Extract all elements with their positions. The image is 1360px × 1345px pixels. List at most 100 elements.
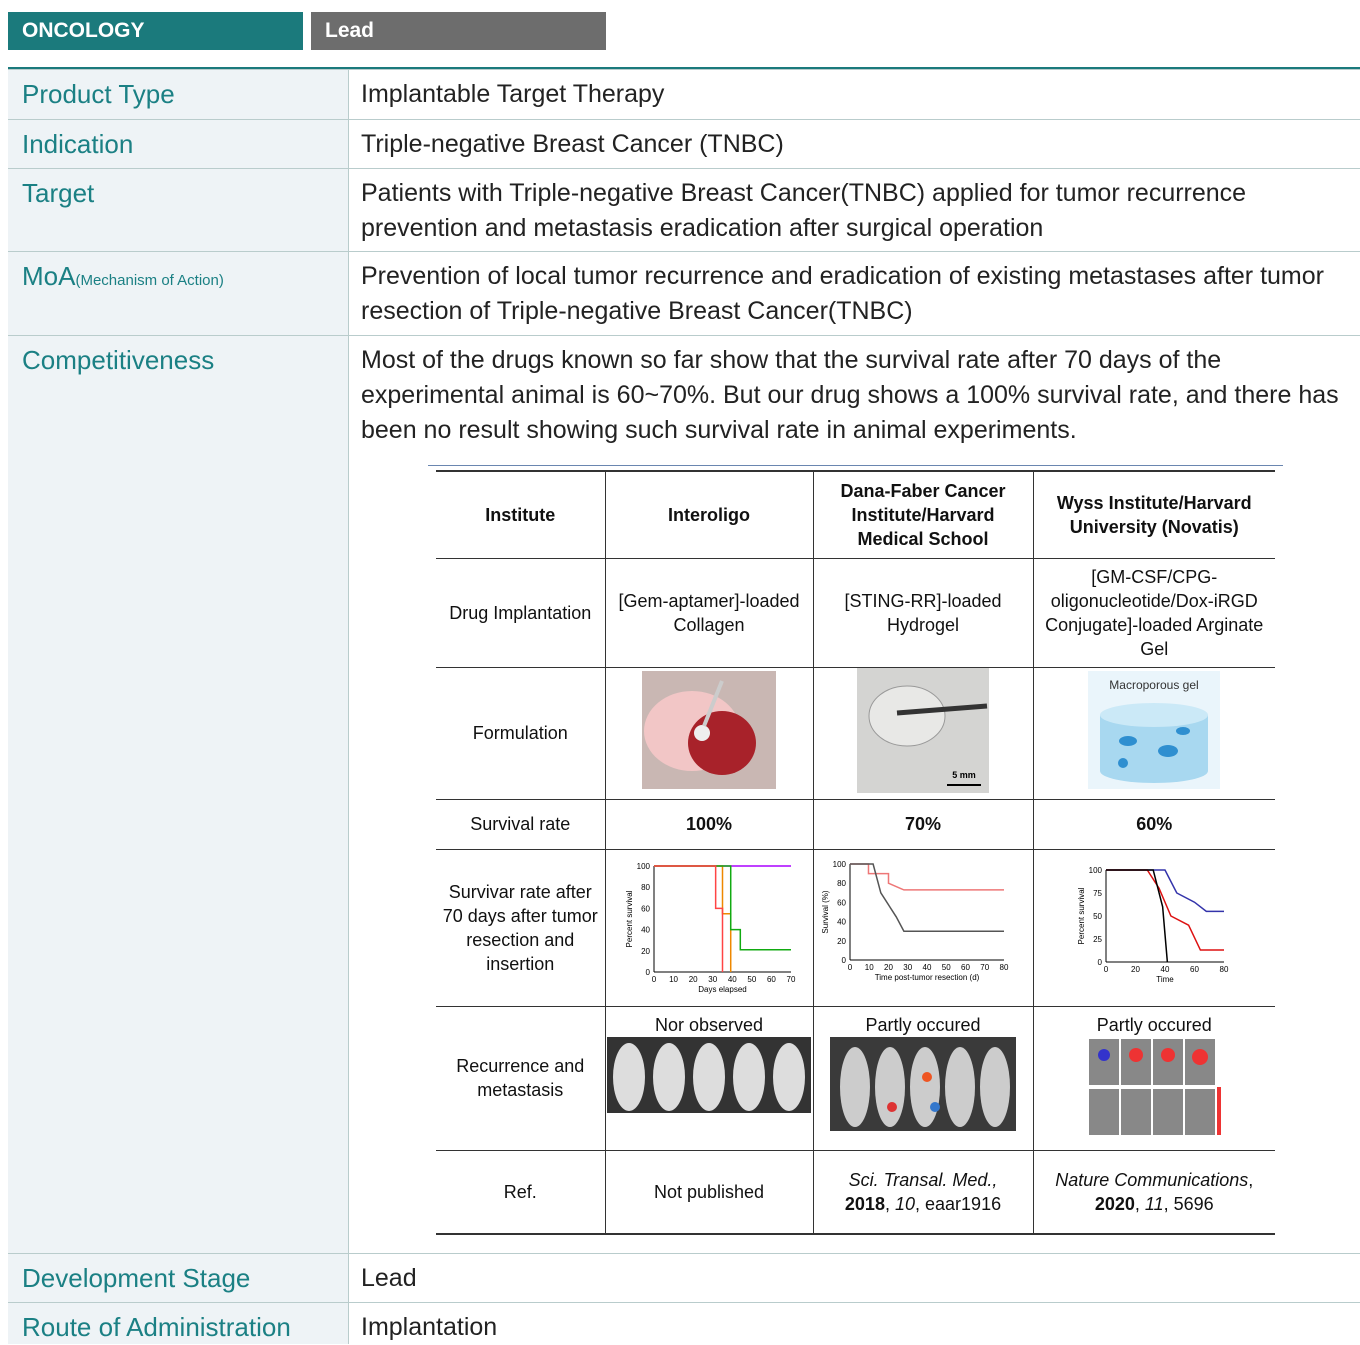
table-row: Product Type Implantable Target Therapy bbox=[8, 69, 1360, 120]
photo bbox=[607, 1036, 811, 1113]
cell: Institute bbox=[436, 470, 606, 559]
photo: 5 mm bbox=[857, 667, 989, 793]
y-tick-label: 40 bbox=[641, 925, 650, 934]
label-text: Product Type bbox=[22, 79, 175, 109]
row-value: Lead bbox=[361, 1264, 417, 1292]
x-tick-label: 40 bbox=[1161, 965, 1170, 974]
volume: 10 bbox=[894, 1193, 916, 1214]
x-tick-label: 10 bbox=[669, 975, 678, 984]
category-tag: ONCOLOGY bbox=[8, 12, 303, 50]
article: , 5696 bbox=[1163, 1193, 1214, 1214]
cell: 70% bbox=[813, 798, 1034, 850]
cell: Not published bbox=[605, 1149, 814, 1235]
x-tick-label: 60 bbox=[767, 975, 776, 984]
caption: Partly occured bbox=[1096, 1014, 1212, 1035]
cell: Survival rate bbox=[436, 798, 606, 850]
mini-chart: 0 20 40 60 80 100 0 10 20 30 40 50 60 70 80 Time post-t… bbox=[821, 860, 1009, 982]
year: 2018 bbox=[844, 1193, 885, 1214]
cell: Partly occured bbox=[1033, 1005, 1275, 1151]
x-tick-label: 60 bbox=[961, 963, 970, 972]
cell: Dana-Faber Cancer Institute/Harvard Medi… bbox=[813, 470, 1034, 559]
photo: Macroporous gel bbox=[1088, 671, 1221, 789]
cell: [STING-RR]-loaded Hydrogel bbox=[813, 557, 1034, 668]
y-tick-label: 20 bbox=[641, 946, 650, 955]
y-tick-label: 75 bbox=[1093, 889, 1102, 898]
x-tick-label: 40 bbox=[728, 975, 737, 984]
cell: Nor observed bbox=[605, 1005, 814, 1151]
scale-label: 5 mm bbox=[952, 770, 976, 780]
y-tick-label: 100 bbox=[1089, 866, 1103, 875]
cell: 60% bbox=[1033, 798, 1275, 850]
cell: 0 20 40 60 80 100 0 10 20 30 40 50 60 70 Days elapsed P… bbox=[605, 848, 814, 1007]
cell: Interoligo bbox=[605, 470, 814, 559]
row-label: Indication bbox=[8, 120, 349, 169]
x-tick-label: 80 bbox=[1220, 965, 1229, 974]
row-value: Prevention of local tumor recurrence and… bbox=[361, 262, 1324, 325]
x-tick-label: 70 bbox=[980, 963, 989, 972]
y-tick-label: 0 bbox=[842, 956, 847, 965]
curve bbox=[1106, 868, 1169, 962]
y-tick-label: 60 bbox=[837, 898, 846, 907]
table-row: MoA(Mechanism of Action) Prevention of lo… bbox=[8, 251, 1360, 336]
curve bbox=[654, 864, 724, 972]
x-tick-label: 20 bbox=[1131, 965, 1140, 974]
label-text: Indication bbox=[22, 129, 134, 159]
row-label: MoA(Mechanism of Action) bbox=[8, 252, 349, 336]
x-tick-label: 30 bbox=[708, 975, 717, 984]
row-value: Most of the drugs known so far show that… bbox=[361, 346, 1339, 444]
cell: Wyss Institute/Harvard University (Novat… bbox=[1033, 470, 1275, 559]
cell: Sci. Transal. Med., 2018, 10, eaar1916 bbox=[813, 1149, 1034, 1235]
cell: Drug Implantation bbox=[436, 557, 606, 668]
table-top bbox=[8, 67, 1360, 69]
y-axis-label: Percent survival bbox=[1077, 887, 1086, 944]
label-sub: (Mechanism of Action) bbox=[75, 272, 224, 289]
row-label: Competitiveness bbox=[8, 336, 349, 1254]
label-text: MoA bbox=[22, 261, 76, 291]
curve bbox=[850, 862, 1004, 891]
table-row: Indication Triple-negative Breast Cancer … bbox=[8, 119, 1360, 169]
x-axis-label: Days elapsed bbox=[698, 985, 746, 994]
cell: Recurrence and metastasis bbox=[436, 1005, 606, 1151]
journal: Nature Communications bbox=[1055, 1169, 1249, 1190]
x-tick-label: 10 bbox=[865, 963, 874, 972]
row-label: Target bbox=[8, 169, 349, 252]
mini-chart: 0 25 50 75 100 0 20 40 60 80 Time Percent survival bbox=[1077, 866, 1229, 984]
x-tick-label: 30 bbox=[903, 963, 912, 972]
y-tick-label: 0 bbox=[646, 968, 651, 977]
sep: , bbox=[884, 1193, 890, 1214]
y-tick-label: 50 bbox=[1093, 912, 1102, 921]
cell: 5 mm bbox=[813, 666, 1034, 800]
y-axis-label: Survival (%) bbox=[821, 890, 830, 933]
cell: 100% bbox=[605, 798, 814, 850]
label-text: Development Stage bbox=[22, 1263, 251, 1293]
x-tick-label: 50 bbox=[942, 963, 951, 972]
x-tick-label: 20 bbox=[884, 963, 893, 972]
stage-tag: Lead bbox=[311, 12, 606, 50]
x-tick-label: 60 bbox=[1190, 965, 1199, 974]
x-tick-label: 0 bbox=[1104, 965, 1109, 974]
y-axis-label: Percent survival bbox=[625, 890, 634, 947]
volume: 11 bbox=[1144, 1193, 1164, 1214]
photo bbox=[642, 671, 776, 789]
table-row: Target Patients with Triple-negative Brea… bbox=[8, 168, 1360, 252]
rule bbox=[428, 465, 1283, 466]
x-tick-label: 80 bbox=[1000, 963, 1009, 972]
mini-chart: 0 20 40 60 80 100 0 10 20 30 40 50 60 70 Days elapsed P… bbox=[625, 862, 796, 994]
cell: Nature Communications, 2020, 11, 5696 bbox=[1033, 1149, 1275, 1235]
table-row: Competitiveness Most of the drugs known s… bbox=[8, 335, 1360, 1254]
y-tick-label: 40 bbox=[837, 917, 846, 926]
cell: 0 25 50 75 100 0 20 40 60 80 Time Percent survival bbox=[1033, 848, 1275, 1007]
cell: [GM-CSF/CPG-oligonucleotide/Dox-iRGD Con… bbox=[1033, 557, 1275, 668]
image-label: Macroporous gel bbox=[1110, 678, 1199, 692]
cell: Macroporous gel bbox=[1033, 666, 1275, 800]
row-value: Implantation bbox=[361, 1313, 498, 1341]
y-tick-label: 100 bbox=[637, 862, 651, 871]
curve bbox=[654, 864, 732, 972]
caption: Partly occured bbox=[865, 1014, 981, 1035]
y-tick-label: 80 bbox=[837, 879, 846, 888]
cell: Partly occured bbox=[813, 1005, 1034, 1151]
row-label: Route of Administration bbox=[8, 1303, 349, 1344]
table-row: Route of Administration Implantation bbox=[8, 1302, 1360, 1344]
y-tick-label: 80 bbox=[641, 883, 650, 892]
